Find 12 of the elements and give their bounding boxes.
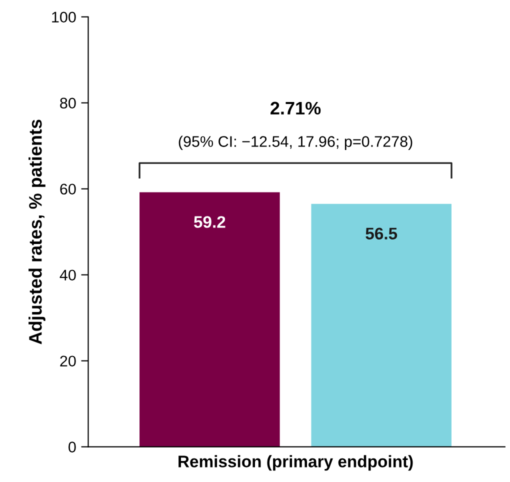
x-tick-label: Remission (primary endpoint): [178, 455, 413, 471]
data-label: 56.5: [366, 228, 398, 240]
annotation: (95% CI: −12.54, 17.96; p=0.7278): [178, 136, 412, 150]
y-tick-label: 80: [60, 98, 76, 109]
y-tick-label: 60: [60, 184, 76, 195]
y-tick-label: 0: [68, 442, 76, 452]
y-tick-label: 100: [52, 12, 76, 23]
y-axis-title: Adjusted rates, % patients: [28, 120, 46, 344]
y-tick-label: 40: [60, 270, 76, 281]
y-tick-label: 20: [60, 356, 76, 367]
data-label: 59.2: [194, 216, 226, 228]
annotation: 2.71%: [270, 102, 321, 115]
